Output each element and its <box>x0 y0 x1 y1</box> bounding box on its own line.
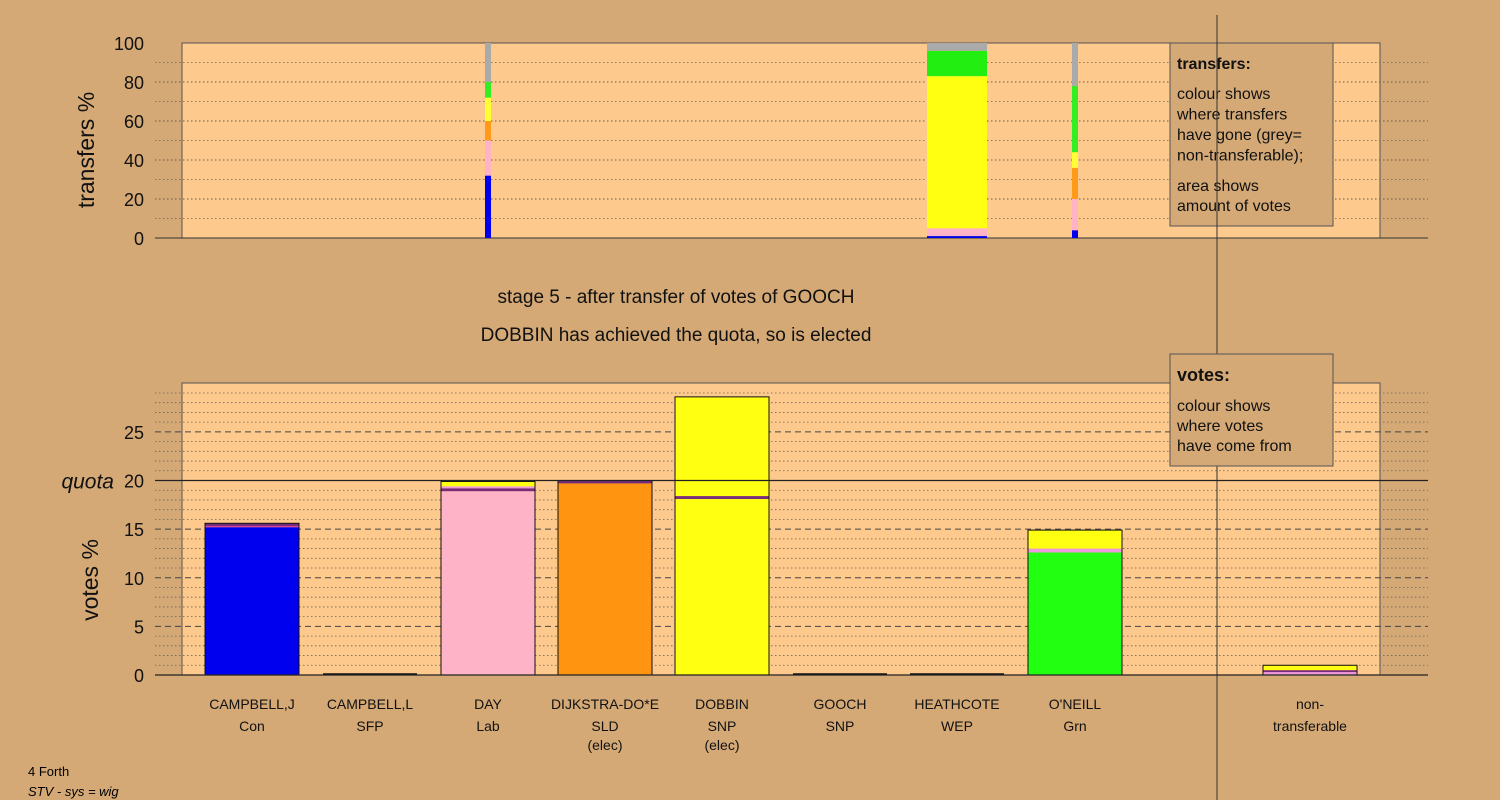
quota-label: quota <box>61 471 114 494</box>
stage-caption: stage 5 - after transfer of votes of GOO… <box>498 287 855 308</box>
transfer-segment <box>1072 199 1078 231</box>
votes-axis-label: votes % <box>77 539 103 621</box>
transfers-legend-text: have gone (grey= <box>1177 127 1302 144</box>
vote-segment <box>675 496 769 499</box>
candidate-party-label: Grn <box>1063 718 1086 734</box>
transfers-legend-text: non-transferable); <box>1177 148 1303 165</box>
transfer-segment <box>1072 85 1078 153</box>
candidate-status-label: (elec) <box>587 737 622 753</box>
vote-segment <box>558 480 652 484</box>
candidate-name-label: DAY <box>474 696 502 712</box>
vote-segment <box>441 481 535 487</box>
transfers-legend-title: transfers: <box>1177 56 1251 73</box>
vote-segment <box>558 483 652 675</box>
transfer-segment <box>485 140 491 176</box>
candidate-party-label: WEP <box>941 718 973 734</box>
candidate-name-label: non- <box>1296 696 1324 712</box>
transfer-segment <box>1072 152 1078 168</box>
vote-segment <box>675 396 769 497</box>
transfer-segment <box>927 236 987 238</box>
transfers-axis-label: transfers % <box>73 92 99 208</box>
votes-tick-label: 10 <box>124 569 144 589</box>
candidate-party-label: transferable <box>1273 718 1347 734</box>
votes-legend-text: colour shows <box>1177 398 1270 415</box>
transfer-segment <box>1072 230 1078 238</box>
vote-segment <box>441 486 535 489</box>
votes-tick-label: 5 <box>134 617 144 637</box>
candidate-party-label: Con <box>239 718 265 734</box>
transfers-tick-label: 80 <box>124 73 144 93</box>
transfer-segment <box>485 97 491 121</box>
candidate-party-label: SNP <box>708 718 737 734</box>
transfers-tick-label: 100 <box>114 34 144 54</box>
transfers-legend-box <box>1169 42 1334 227</box>
candidate-name-label: CAMPBELL,L <box>327 696 414 712</box>
vote-segment <box>1263 670 1357 673</box>
votes-legend-box <box>1169 353 1334 467</box>
candidate-name-label: CAMPBELL,J <box>209 696 295 712</box>
footer-area: 4 Forth <box>28 764 70 779</box>
transfer-segment <box>485 82 491 98</box>
transfer-segment <box>1072 43 1078 86</box>
vote-segment <box>441 491 535 675</box>
transfer-segment <box>927 228 987 237</box>
transfers-tick-label: 20 <box>124 190 144 210</box>
votes-tick-label: 25 <box>124 423 144 443</box>
candidate-name-label: DIJKSTRA-DO*E <box>551 696 659 712</box>
vote-segment <box>205 526 299 528</box>
votes-tick-label: 20 <box>124 472 144 492</box>
candidate-party-label: SLD <box>591 718 618 734</box>
transfers-legend-text: area shows <box>1177 178 1259 195</box>
transfers-legend-text: amount of votes <box>1177 198 1291 215</box>
elected-caption: DOBBIN has achieved the quota, so is ele… <box>481 325 872 346</box>
candidate-status-label: (elec) <box>704 737 739 753</box>
votes-legend-text: have come from <box>1177 438 1292 455</box>
vote-segment <box>1028 530 1122 549</box>
vote-segment <box>1263 665 1357 671</box>
transfers-tick-label: 40 <box>124 151 144 171</box>
transfer-segment <box>485 121 491 141</box>
vote-segment <box>1028 548 1122 553</box>
transfers-tick-label: 0 <box>134 229 144 249</box>
candidate-name-label: GOOCH <box>814 696 867 712</box>
votes-tick-label: 0 <box>134 666 144 686</box>
vote-segment <box>1263 672 1357 675</box>
vote-segment <box>205 523 299 527</box>
transfer-segment <box>927 43 987 51</box>
votes-legend-text: where votes <box>1176 418 1263 435</box>
votes-tick-label: 15 <box>124 520 144 540</box>
candidate-name-label: HEATHCOTE <box>914 696 999 712</box>
candidate-party-label: SFP <box>356 718 383 734</box>
votes-legend-title: votes: <box>1177 365 1230 385</box>
transfer-segment <box>485 175 491 238</box>
transfer-segment <box>1072 167 1078 199</box>
vote-segment <box>1028 552 1122 675</box>
transfers-tick-label: 60 <box>124 112 144 132</box>
vote-segment <box>205 527 299 675</box>
candidate-party-label: SNP <box>826 718 855 734</box>
candidate-name-label: O'NEILL <box>1049 696 1102 712</box>
footer-system: STV - sys = wig <box>28 784 119 799</box>
transfers-legend-text: where transfers <box>1176 107 1287 124</box>
vote-segment <box>675 498 769 675</box>
candidate-name-label: DOBBIN <box>695 696 749 712</box>
transfer-segment <box>927 76 987 229</box>
vote-segment <box>441 488 535 492</box>
candidate-party-label: Lab <box>476 718 500 734</box>
transfer-segment <box>927 50 987 77</box>
transfers-legend-text: colour shows <box>1177 86 1270 103</box>
transfer-segment <box>485 43 491 82</box>
